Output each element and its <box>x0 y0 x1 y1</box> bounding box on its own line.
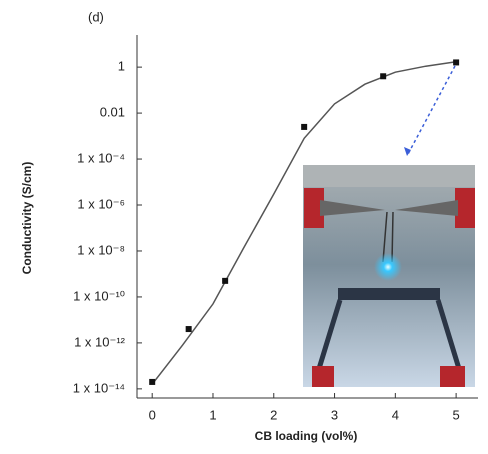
y-tick-label: 1 x 10⁻¹² <box>74 334 126 349</box>
x-tick-label: 4 <box>392 407 399 422</box>
x-tick-label: 2 <box>270 407 277 422</box>
y-tick-label: 1 x 10⁻⁶ <box>77 196 125 211</box>
inset-photo <box>303 165 475 387</box>
y-tick-label: 1 x 10⁻¹⁰ <box>73 288 125 303</box>
arrow <box>406 65 456 157</box>
data-point <box>149 378 156 385</box>
panel-label: (d) <box>88 9 104 24</box>
y-tick-label: 1 x 10⁻⁴ <box>77 150 125 165</box>
y-tick-label: 1 x 10⁻⁸ <box>77 242 125 257</box>
data-point <box>301 123 308 130</box>
data-point <box>453 59 460 66</box>
y-axis-title: Conductivity (S/cm) <box>20 162 34 275</box>
data-point <box>222 277 229 284</box>
y-tick-label: 0.01 <box>100 105 125 120</box>
y-tick-label: 1 <box>118 59 125 74</box>
arrow-head <box>404 147 411 156</box>
fit-curve <box>151 61 457 385</box>
x-tick-label: 3 <box>331 407 338 422</box>
y-tick-label: 1 x 10⁻¹⁴ <box>73 380 125 395</box>
x-tick-label: 5 <box>453 407 460 422</box>
x-tick-label: 1 <box>209 407 216 422</box>
data-point <box>380 73 387 80</box>
x-tick-label: 0 <box>149 407 156 422</box>
data-point <box>185 326 192 333</box>
x-axis-title: CB loading (vol%) <box>255 429 358 443</box>
